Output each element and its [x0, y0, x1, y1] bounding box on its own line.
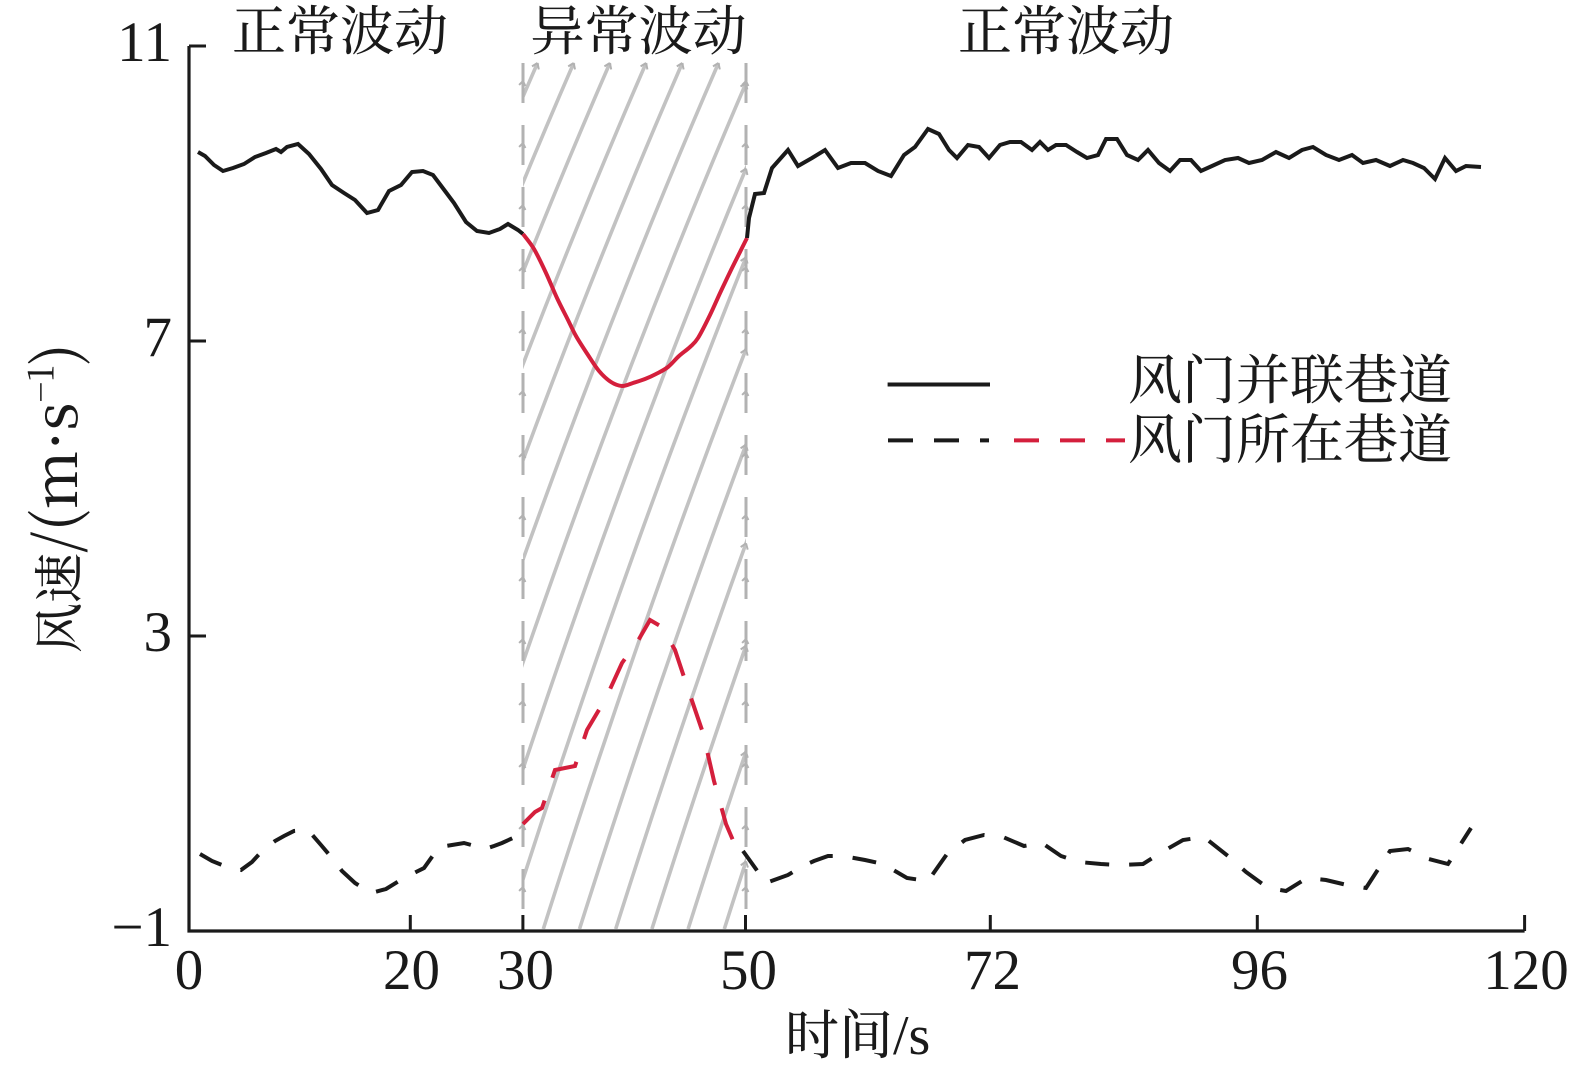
svg-text:30: 30: [497, 939, 554, 1002]
svg-text:120: 120: [1483, 939, 1569, 1002]
svg-text:7: 7: [144, 306, 173, 369]
svg-text:11: 11: [117, 11, 172, 74]
svg-text:−1: −1: [111, 896, 172, 959]
svg-text:96: 96: [1231, 939, 1288, 1002]
svg-text:20: 20: [383, 939, 440, 1002]
svg-text:0: 0: [175, 939, 204, 1002]
svg-text:72: 72: [964, 939, 1021, 1002]
svg-text:/s: /s: [893, 1005, 930, 1067]
svg-text:50: 50: [720, 939, 777, 1002]
svg-text:3: 3: [144, 601, 173, 664]
